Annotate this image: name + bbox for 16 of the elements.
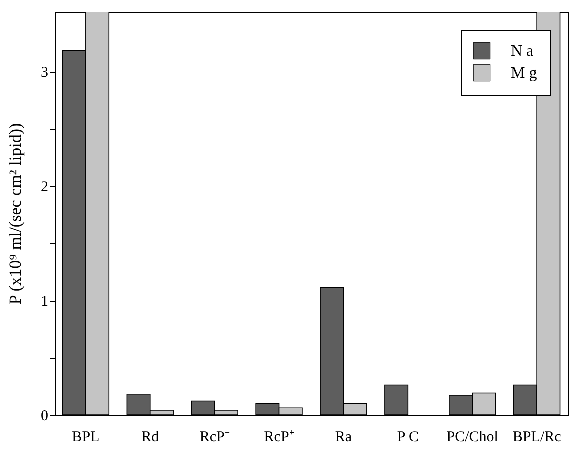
x-tick-label: Rd (142, 430, 160, 446)
x-tick-label: PC/Chol (446, 430, 498, 446)
y-tick-label: 2 (41, 180, 48, 196)
x-tick-label: BPL (72, 430, 100, 446)
bar (384, 384, 409, 415)
legend-label: N a (511, 43, 534, 60)
x-tick-label: Ra (335, 430, 352, 446)
x-tick-label: RcP⁻ (200, 430, 230, 446)
y-tick-label: 0 (41, 408, 48, 424)
x-tick-label: BPL/Rc (512, 430, 562, 446)
x-tick-label: P C (397, 430, 419, 446)
y-axis-title: P (x10⁹ ml/(sec cm² lipid)) (6, 123, 25, 305)
x-tick-label: RcP⁺ (264, 430, 294, 446)
legend-label: M g (511, 65, 538, 82)
y-tick-label: 1 (41, 294, 48, 310)
y-tick-label: 3 (41, 65, 48, 82)
